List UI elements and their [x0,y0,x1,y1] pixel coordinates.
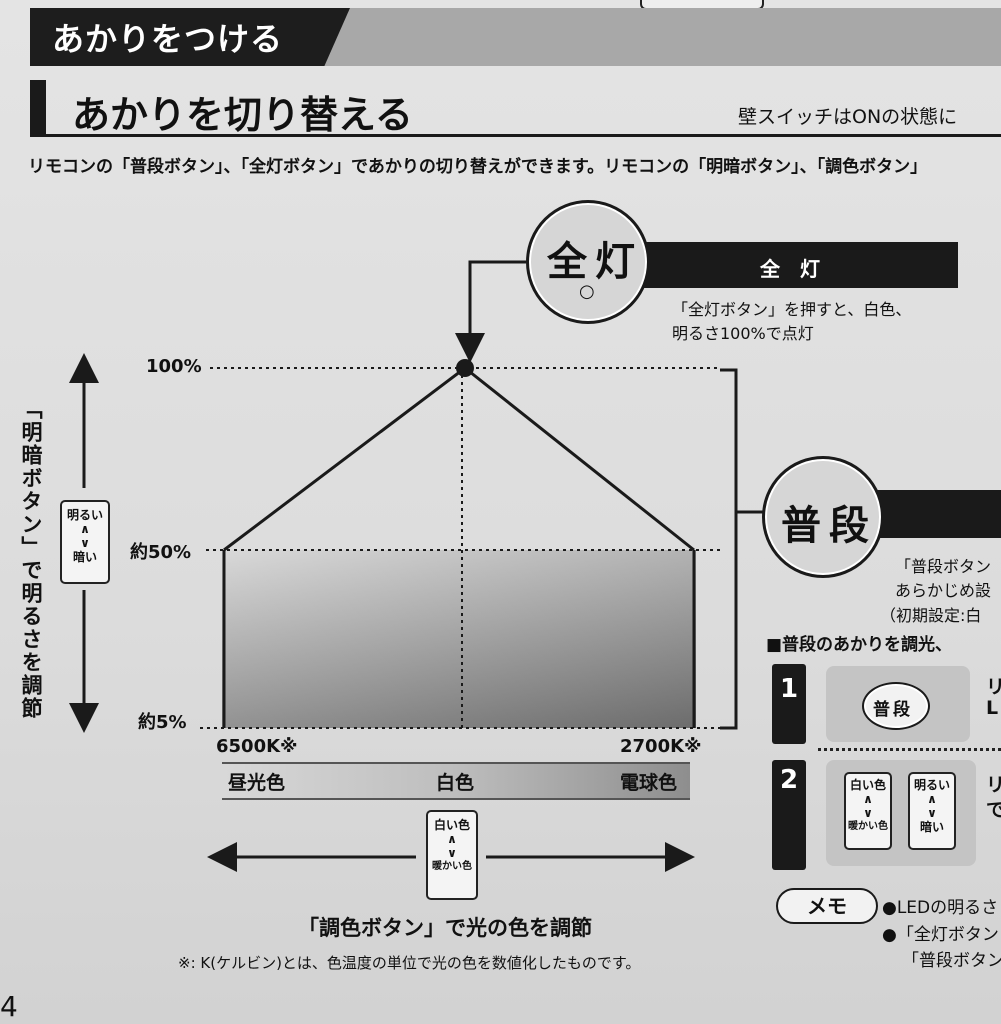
fudan-circle: 普段 [762,456,884,578]
chevron-up-icon: ∧ [927,792,937,806]
step-2-color-button: 白い色 ∧ ∨ 暖かい色 [844,772,892,850]
strip-white: 白色 [436,772,475,794]
step-2-text: リ [986,774,1001,796]
zentou-circle-mark: ○ [579,281,595,302]
intro-text: リモコンの「普段ボタン」、「全灯ボタン」であかりの切り替えができます。リモコンの… [28,157,928,177]
chevron-down-icon: ∨ [863,806,873,820]
fudan-bracket [720,368,738,730]
memo-line-1: ●LEDの明るさ [882,898,999,918]
step-divider [818,748,1001,751]
step-1-text: リ [986,676,1001,698]
strip-daylight: 昼光色 [228,772,286,794]
step-2-color-white-label: 暖かい色 [848,821,888,832]
brightness-down-label: 暗い [72,550,97,564]
max-line-right [464,366,695,552]
chevron-down-icon: ∨ [927,806,937,820]
color-temperature-strip: 昼光色 白色 電球色 [222,762,690,800]
fudan-desc-2: あらかじめ設 [895,581,992,600]
strip-bulb: 電球色 [620,772,678,794]
chevron-down-icon: ∨ [80,536,90,550]
color-warm-label: 暖かい色 [432,861,472,872]
kelvin-footnote: ※: K(ケルビン)とは、色温度の単位で光の色を数値化したものです。 [178,954,641,972]
tick-100: 100% [146,356,202,377]
tick-50: 約50% [130,542,192,563]
fudan-remote-button: 普段 [862,682,930,730]
section-title: あかりをつける [52,20,284,58]
fudan-section-heading: ■普段のあかりを調光、 [766,635,953,655]
color-white-label: 白い色 [433,818,470,832]
fudan-remote-button-label: 普段 [873,700,913,720]
step-1-text-2: L [986,697,999,719]
color-tone-overlay [222,550,696,728]
tick-5: 約5% [138,712,187,733]
chevron-up-icon: ∧ [80,522,90,536]
heading-bar [30,80,46,134]
zentou-circle: 全灯 ○ [526,200,650,324]
chevron-up-icon: ∧ [447,832,457,846]
chevron-down-icon: ∨ [447,846,457,860]
heading-note: 壁スイッチはONの状態に [738,106,958,128]
color-button: 白い色 ∧ ∨ 暖かい色 [426,810,478,900]
fudan-desc-3: （初期設定:白 [880,606,982,625]
brightness-caption: 「明暗ボタン」で明るさを調節 [19,398,43,720]
zentou-circle-label: 全灯 [547,239,643,285]
brightness-up-label: 明るい [66,508,103,522]
memo-label: メモ [776,888,878,924]
step-2-bright-label: 明るい [913,778,950,792]
memo-line-3: 「普段ボタン [902,951,1001,971]
zentou-bar: 全 灯 [600,242,958,288]
kelvin-right: 2700K※ [620,736,702,757]
memo-line-2: ●「全灯ボタン [882,925,999,945]
step-2-color-warm-label: 白い色 [849,778,886,792]
step-2-brightness-button: 明るい ∧ ∨ 暗い [908,772,956,850]
kelvin-left: 6500K※ [216,736,298,757]
zentou-bar-label: 全 灯 [760,257,820,281]
page-heading: あかりを切り替える [72,93,413,137]
max-line-left [223,366,466,552]
zentou-connector [455,260,526,363]
step-2-text-2: で [986,799,1001,821]
step-1-number: 1 [772,664,806,744]
section-banner-dark [30,8,350,66]
step-2-dark-label: 暗い [919,820,944,834]
color-caption: 「調色ボタン」で光の色を調節 [298,916,592,940]
fudan-circle-label: 普段 [781,503,877,549]
fudan-desc-1: 「普段ボタン [895,557,992,576]
step-2-number: 2 [772,760,806,870]
zentou-desc-1: 「全灯ボタン」を押すと、白色、 [672,300,912,319]
zentou-desc-2: 明るさ100%で点灯 [672,324,814,343]
page-number: 4 [0,990,18,1023]
heading-underline [30,134,1001,137]
brightness-button: 明るい ∧ ∨ 暗い [60,500,110,584]
chevron-up-icon: ∧ [863,792,873,806]
full-light-point [456,359,474,377]
